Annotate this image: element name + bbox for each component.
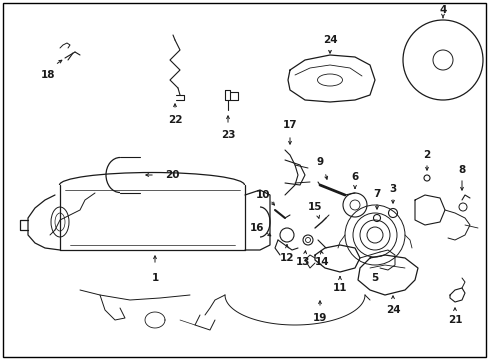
Text: 17: 17 (282, 120, 297, 130)
Text: 11: 11 (332, 283, 346, 293)
Text: 9: 9 (316, 157, 323, 167)
Text: 15: 15 (307, 202, 322, 212)
Text: 5: 5 (370, 273, 378, 283)
Text: 24: 24 (322, 35, 337, 45)
Text: 14: 14 (314, 257, 328, 267)
Text: 12: 12 (279, 253, 294, 263)
Text: 2: 2 (423, 150, 430, 160)
Text: 24: 24 (385, 305, 400, 315)
Text: 21: 21 (447, 315, 461, 325)
Text: 10: 10 (255, 190, 270, 200)
Text: 3: 3 (388, 184, 396, 194)
Text: 23: 23 (220, 130, 235, 140)
Text: 8: 8 (457, 165, 465, 175)
Text: 1: 1 (151, 273, 158, 283)
Text: 22: 22 (167, 115, 182, 125)
Text: 18: 18 (41, 70, 55, 80)
Text: 6: 6 (351, 172, 358, 182)
Text: 13: 13 (295, 257, 309, 267)
Text: 7: 7 (372, 189, 380, 199)
Text: 19: 19 (312, 313, 326, 323)
Text: 16: 16 (249, 223, 264, 233)
Text: 20: 20 (164, 170, 179, 180)
Text: 4: 4 (438, 5, 446, 15)
